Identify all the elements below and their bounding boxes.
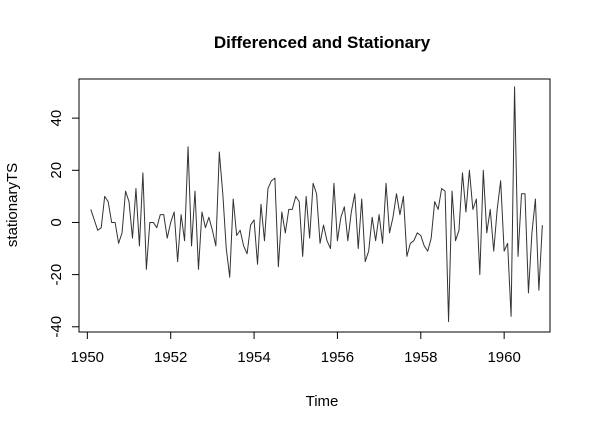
y-axis-label: stationaryTS (4, 163, 21, 247)
x-axis: 1950 1952 1954 1956 1958 1960 (71, 331, 521, 366)
x-tick-label: 1958 (404, 349, 437, 366)
y-tick-label: 0 (48, 218, 65, 226)
chart-title: Differenced and Stationary (214, 33, 431, 52)
x-axis-label: Time (306, 393, 339, 410)
x-tick-label: 1952 (154, 349, 187, 366)
series-line (90, 86, 543, 323)
x-tick-label: 1954 (237, 349, 270, 366)
plot-box (78, 78, 551, 333)
plot-area (90, 86, 543, 323)
y-tick-label: 20 (48, 162, 65, 179)
x-tick-label: 1950 (71, 349, 104, 366)
x-tick-label: 1956 (321, 349, 354, 366)
y-tick-label: -20 (48, 264, 65, 286)
y-tick-label: -40 (48, 316, 65, 338)
y-tick-label: 40 (48, 110, 65, 127)
y-axis: -40 -20 0 20 40 (48, 110, 80, 338)
x-tick-label: 1960 (487, 349, 520, 366)
